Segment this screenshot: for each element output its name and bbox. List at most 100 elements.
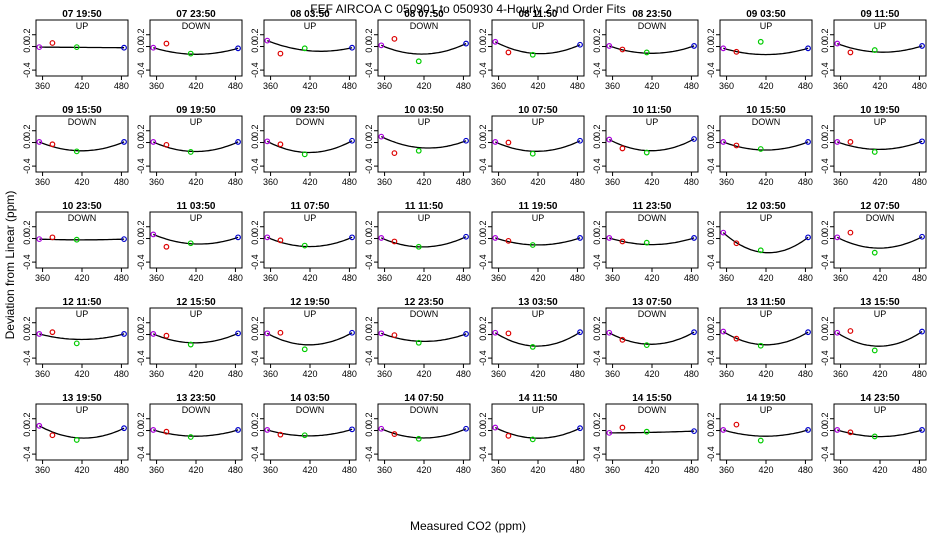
y-tick-label: 0.0 [22, 232, 32, 245]
data-point [49, 141, 56, 148]
data-point [492, 139, 499, 145]
x-tick-label: 360 [263, 177, 278, 187]
fit-curve [494, 331, 581, 347]
x-tick-label: 420 [758, 465, 773, 475]
y-tick-label: -0.4 [706, 158, 716, 174]
data-point [505, 49, 512, 56]
x-tick-label: 420 [530, 273, 545, 283]
data-point [619, 336, 626, 343]
data-point [691, 428, 697, 435]
data-point [187, 50, 194, 57]
data-point [378, 42, 385, 49]
x-tick-label: 420 [188, 369, 203, 379]
x-tick-label: 480 [684, 465, 699, 475]
x-tick-label: 360 [833, 465, 848, 475]
data-point [577, 425, 583, 432]
panel-title: 09 23:50 [290, 105, 330, 116]
x-tick-label: 480 [684, 81, 699, 91]
data-point [163, 40, 170, 47]
y-tick-label: -0.4 [478, 446, 488, 462]
y-tick-label: 0.0 [250, 40, 260, 53]
data-point [505, 330, 512, 337]
x-tick-label: 360 [605, 177, 620, 187]
data-point [492, 38, 499, 45]
data-point [150, 427, 157, 433]
x-tick-label: 360 [719, 81, 734, 91]
y-tick-label: 0.2 [592, 220, 602, 233]
panel-direction: DOWN [68, 117, 97, 127]
fit-curve [608, 138, 695, 152]
panel-direction: UP [874, 405, 887, 415]
x-tick-label: 420 [530, 177, 545, 187]
fit-curve [836, 331, 923, 347]
data-point [577, 137, 583, 144]
panel-direction: DOWN [68, 213, 97, 223]
x-tick-label: 420 [644, 273, 659, 283]
data-point [847, 429, 854, 436]
x-tick-label: 480 [912, 465, 927, 475]
data-point [492, 329, 499, 336]
data-point [150, 331, 157, 337]
data-point [577, 41, 583, 48]
y-tick-label: 0.2 [136, 220, 146, 233]
y-tick-label: 0.0 [136, 424, 146, 437]
fit-curve [495, 140, 581, 152]
fit-curve [39, 46, 125, 49]
data-point [264, 138, 271, 145]
x-tick-label: 420 [74, 369, 89, 379]
fit-curve [837, 140, 923, 151]
x-tick-label: 480 [912, 177, 927, 187]
data-point [415, 435, 422, 442]
data-point [187, 149, 194, 155]
panel-title: 11 11:50 [405, 201, 444, 212]
panel-title: 12 19:50 [290, 297, 330, 308]
panel-title: 11 07:50 [291, 201, 330, 212]
y-tick-label: 0.0 [592, 40, 602, 53]
data-point [36, 422, 43, 429]
panel-title: 10 15:50 [746, 105, 786, 116]
y-tick-label: 0.0 [478, 328, 488, 341]
y-tick-label: 0.0 [478, 136, 488, 149]
data-point [349, 426, 355, 433]
y-tick-label: 0.2 [478, 28, 488, 41]
x-tick-label: 420 [644, 177, 659, 187]
data-point [36, 44, 43, 51]
panel-direction: UP [760, 405, 773, 415]
data-point [643, 428, 650, 435]
fit-curve [609, 237, 695, 246]
panel-title: 10 07:50 [518, 105, 558, 116]
y-tick-label: -0.4 [22, 62, 32, 78]
x-tick-label: 420 [758, 177, 773, 187]
y-tick-label: 0.2 [478, 412, 488, 425]
data-point [163, 428, 170, 435]
x-tick-label: 420 [530, 369, 545, 379]
y-tick-label: 0.2 [592, 124, 602, 137]
x-tick-label: 360 [491, 369, 506, 379]
y-tick-label: 0.0 [706, 40, 716, 53]
data-point [805, 234, 811, 241]
panel-direction: UP [304, 213, 317, 223]
x-tick-label: 480 [114, 81, 129, 91]
x-tick-label: 360 [149, 369, 164, 379]
data-point [619, 424, 626, 431]
data-point [757, 437, 764, 444]
data-point [163, 141, 170, 148]
data-point [235, 330, 241, 337]
y-tick-label: 0.2 [706, 28, 716, 41]
data-point [378, 133, 385, 140]
fit-curve [153, 47, 239, 55]
y-tick-label: 0.0 [478, 232, 488, 245]
data-point [805, 45, 811, 52]
x-tick-label: 360 [263, 369, 278, 379]
y-tick-label: -0.4 [478, 158, 488, 174]
y-tick-label: 0.0 [706, 136, 716, 149]
data-point [349, 137, 355, 144]
data-point [121, 139, 127, 145]
y-tick-label: -0.4 [478, 254, 488, 270]
